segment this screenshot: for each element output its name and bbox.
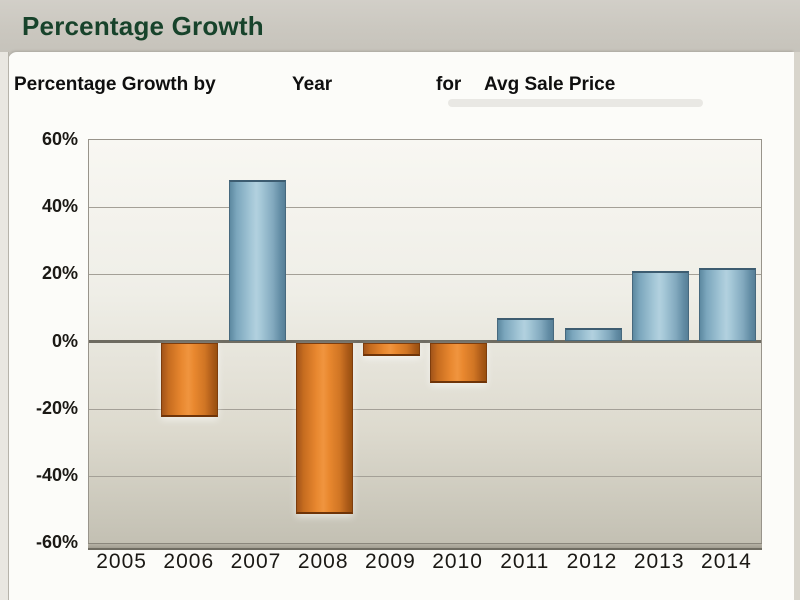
x-axis-tick-label: 2006 <box>163 550 215 573</box>
page-title: Percentage Growth <box>22 11 264 41</box>
x-axis-tick-label: 2005 <box>96 550 147 573</box>
zero-axis-line <box>89 340 761 343</box>
x-axis-tick-label: 2009 <box>365 550 416 573</box>
x-axis-baseline <box>88 543 762 550</box>
measure-selector-value[interactable]: Avg Sale Price <box>484 74 616 95</box>
chart-subtitle-prefix: Percentage Growth by <box>14 74 216 95</box>
x-axis-labels: 2005 2006 2007 2008 2009 2010 2011 2012 2013 2014 <box>88 550 762 576</box>
gridline <box>89 475 761 477</box>
bar-2010[interactable] <box>430 343 488 384</box>
y-axis-tick-label: -40% <box>35 464 78 485</box>
chart-subtitle-connector: for <box>436 74 462 95</box>
bar-2011[interactable] <box>497 317 555 342</box>
y-axis-tick-label: 20% <box>41 263 78 284</box>
x-axis-tick-label: 2013 <box>633 550 685 573</box>
gridline <box>89 408 761 410</box>
y-axis-tick-label: 60% <box>41 129 78 149</box>
y-axis-tick-label: 0% <box>51 330 78 351</box>
y-axis-tick-label: 40% <box>41 196 78 217</box>
y-axis-tick-label: -60% <box>35 532 78 552</box>
x-axis-tick-label: 2012 <box>566 550 618 573</box>
gridline <box>89 207 761 209</box>
plot-area <box>88 139 762 543</box>
bar-2013[interactable] <box>631 270 689 342</box>
gridline <box>89 274 761 276</box>
right-edge-decoration <box>794 52 800 600</box>
bar-2014[interactable] <box>698 267 756 342</box>
bar-2006[interactable] <box>161 343 219 417</box>
report-header: Percentage Growth <box>0 0 800 52</box>
x-axis-tick-label: 2010 <box>432 550 483 573</box>
bar-2007[interactable] <box>228 180 286 342</box>
x-axis-tick-label: 2008 <box>297 550 349 573</box>
bar-2009[interactable] <box>362 343 420 357</box>
dimension-selector-value[interactable]: Year <box>292 74 333 95</box>
faded-text-artifact <box>448 99 703 107</box>
x-axis-tick-label: 2014 <box>701 550 752 573</box>
y-axis-tick-label: -20% <box>35 397 78 418</box>
bar-2012[interactable] <box>564 328 622 342</box>
left-edge-decoration <box>0 52 9 600</box>
x-axis-tick-label: 2007 <box>230 550 282 573</box>
bar-2008[interactable] <box>295 343 353 515</box>
x-axis-tick-label: 2011 <box>500 550 550 573</box>
